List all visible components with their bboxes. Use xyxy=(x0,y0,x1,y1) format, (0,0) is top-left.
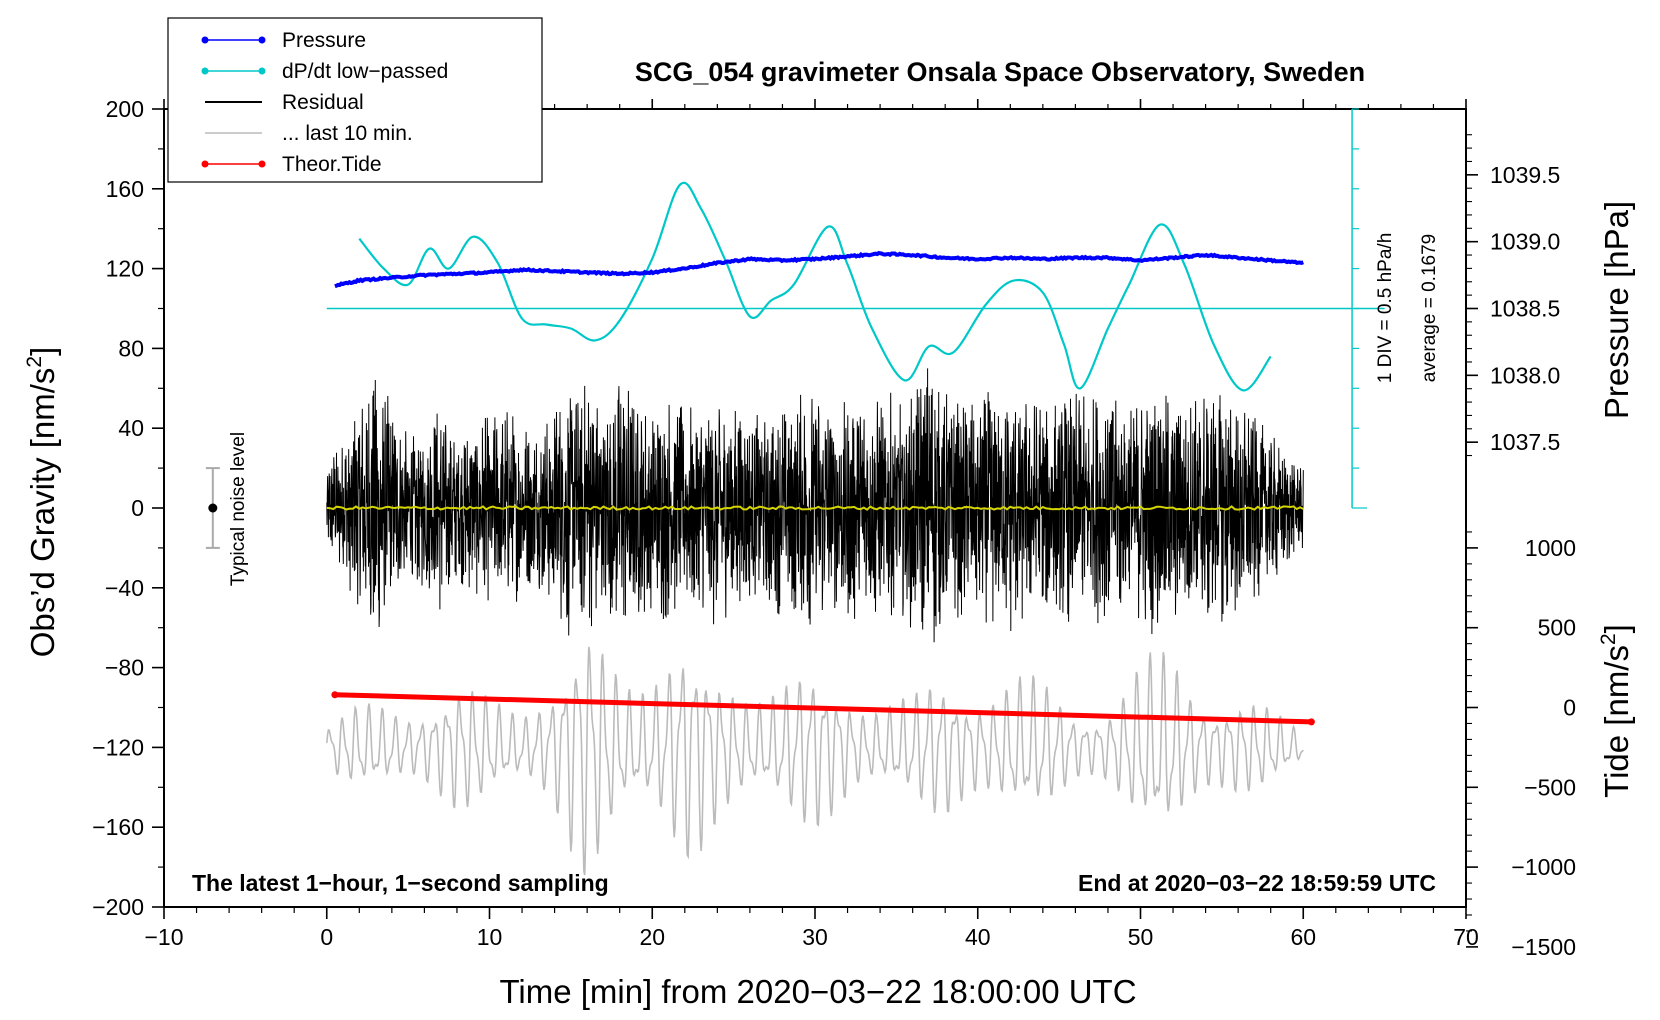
y-tick-label: −160 xyxy=(92,814,144,840)
x-tick-label: 10 xyxy=(477,924,503,950)
pressure-tick-label: 1038.0 xyxy=(1490,362,1560,388)
y-axis-pressure-title: Pressure [hPa] xyxy=(1598,201,1635,419)
x-tick-label: −10 xyxy=(144,924,183,950)
tide-tick-label: −500 xyxy=(1524,774,1576,800)
legend-label: Pressure xyxy=(282,29,366,52)
residual-line xyxy=(326,368,1304,643)
dpdt-line xyxy=(358,181,1272,392)
dpdt-average-label: average = 0.1679 xyxy=(1419,234,1440,382)
dpdt-div-label: 1 DIV = 0.5 hPa/h xyxy=(1375,233,1396,384)
pressure-line xyxy=(334,250,1304,289)
legend-label: dP/dt low−passed xyxy=(282,60,448,83)
y-tick-label: −80 xyxy=(105,655,144,681)
y-axis-tide-title-end: ] xyxy=(1598,624,1635,633)
annotation-end-time: End at 2020−03−22 18:59:59 UTC xyxy=(1078,870,1436,896)
last-10-min-series xyxy=(326,646,1304,876)
y-axis-gravity-title-sup: 2 xyxy=(23,356,46,368)
noise-level-label: Typical noise level xyxy=(228,432,249,586)
tide-tick-label: 0 xyxy=(1563,695,1576,721)
y-axis-tide: 1000 500 0 −500 −1000 −1500 xyxy=(1466,531,1576,960)
y-tick-label: −120 xyxy=(92,734,144,760)
pressure-tick-label: 1039.0 xyxy=(1490,229,1560,255)
residual-series xyxy=(326,368,1304,643)
x-tick-label: 70 xyxy=(1453,924,1479,950)
noise-level-bar xyxy=(205,467,220,549)
y-tick-label: 120 xyxy=(106,256,144,282)
legend-box xyxy=(167,17,543,183)
x-axis: −10 0 10 20 30 40 50 60 70 xyxy=(144,99,1479,950)
chart-title: SCG_054 gravimeter Onsala Space Observat… xyxy=(635,57,1365,87)
tide-tick-label: −1000 xyxy=(1511,854,1576,880)
pressure-tick-label: 1038.5 xyxy=(1490,296,1560,322)
y-tick-label: 200 xyxy=(106,96,144,122)
y-axis-tide-title-sup: 2 xyxy=(1597,633,1620,645)
residual-trend-line xyxy=(326,505,1304,511)
x-tick-label: 30 xyxy=(802,924,828,950)
y-axis-pressure: 1039.5 1039.0 1038.5 1038.0 1037.5 xyxy=(1466,134,1560,457)
x-axis-title: Time [min] from 2020−03−22 18:00:00 UTC xyxy=(499,973,1136,1010)
pressure-series xyxy=(334,250,1304,289)
y-axis-tide-title: Tide [nm/s2] xyxy=(1597,624,1635,798)
y-tick-label: 40 xyxy=(118,415,144,441)
y-tick-label: −200 xyxy=(92,894,144,920)
tide-point xyxy=(1307,718,1315,726)
y-tick-label: 80 xyxy=(118,335,144,361)
legend-swatch-marker xyxy=(258,36,266,44)
y-tick-label: 0 xyxy=(131,495,144,521)
y-axis-gravity-title-end: ] xyxy=(24,347,61,356)
pressure-tick-label: 1039.5 xyxy=(1490,162,1560,188)
legend-swatch-marker xyxy=(201,160,209,168)
y-axis-gravity-title-text: Obs’d Gravity [nm/s xyxy=(24,368,61,658)
x-tick-label: 60 xyxy=(1290,924,1316,950)
legend-label: ... last 10 min. xyxy=(282,122,413,145)
dpdt-series xyxy=(358,181,1272,392)
tide-point xyxy=(331,691,339,699)
residual-trend-series xyxy=(326,505,1304,511)
x-tick-label: 50 xyxy=(1128,924,1154,950)
legend-label: Residual xyxy=(282,91,364,114)
y-tick-label: −40 xyxy=(105,575,144,601)
tide-line xyxy=(332,692,1314,725)
y-axis-gravity-title: Obs’d Gravity [nm/s2] xyxy=(23,347,61,658)
tide-tick-label: 500 xyxy=(1538,615,1576,641)
x-tick-label: 40 xyxy=(965,924,991,950)
y-axis-gravity: 200 160 120 80 40 0 −40 −80 −120 −160 −200 xyxy=(92,96,164,920)
dpdt-scale-bar xyxy=(326,108,1385,509)
legend-label: Theor.Tide xyxy=(282,153,382,176)
theoretical-tide-series xyxy=(331,691,1315,726)
legend-swatch-marker xyxy=(201,67,209,75)
tide-tick-label: 1000 xyxy=(1525,535,1576,561)
legend-swatch-marker xyxy=(258,67,266,75)
pressure-tick-label: 1037.5 xyxy=(1490,429,1560,455)
x-tick-label: 0 xyxy=(320,924,333,950)
legend-swatch-marker xyxy=(258,160,266,168)
annotation-sampling: The latest 1−hour, 1−second sampling xyxy=(192,870,609,896)
noise-bar-dot xyxy=(208,503,218,513)
legend-swatch-marker xyxy=(201,36,209,44)
y-axis-tide-title-text: Tide [nm/s xyxy=(1598,645,1635,798)
y-tick-label: 160 xyxy=(106,176,144,202)
last-10-min-line xyxy=(326,646,1304,876)
x-tick-label: 20 xyxy=(639,924,665,950)
legend: Pressure dP/dt low−passed Residual ... last… xyxy=(167,17,543,183)
tide-tick-label: −1500 xyxy=(1511,934,1576,960)
